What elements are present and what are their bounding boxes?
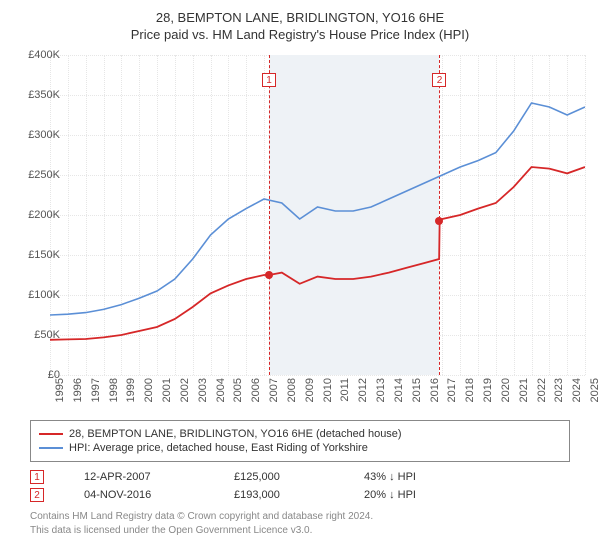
x-tick-label: 2011 [339, 378, 351, 402]
series-price [50, 167, 585, 340]
x-tick-label: 2007 [268, 378, 280, 402]
x-tick-label: 2002 [179, 378, 191, 402]
x-tick-label: 2015 [411, 378, 423, 402]
x-tick-label: 2012 [357, 378, 369, 402]
x-tick-label: 2008 [286, 378, 298, 402]
x-tick-label: 2006 [250, 378, 262, 402]
x-tick-label: 2001 [161, 378, 173, 402]
event-marker-box: 1 [262, 73, 276, 87]
x-tick-label: 1997 [90, 378, 102, 402]
event-price: £125,000 [234, 471, 324, 483]
footer: Contains HM Land Registry data © Crown c… [30, 510, 570, 537]
x-tick-label: 2021 [518, 378, 530, 402]
y-tick-label: £50K [15, 329, 60, 341]
x-tick-label: 2003 [197, 378, 209, 402]
legend-text: HPI: Average price, detached house, East… [69, 442, 368, 454]
legend-swatch [39, 447, 63, 449]
x-tick-label: 2009 [304, 378, 316, 402]
legend-text: 28, BEMPTON LANE, BRIDLINGTON, YO16 6HE … [69, 428, 402, 440]
x-tick-label: 2020 [500, 378, 512, 402]
y-tick-label: £300K [15, 129, 60, 141]
event-delta: 20% ↓ HPI [364, 489, 416, 501]
x-tick-label: 2004 [215, 378, 227, 402]
event-row: 1 12-APR-2007 £125,000 43% ↓ HPI [30, 470, 570, 484]
x-tick-label: 2010 [322, 378, 334, 402]
line-chart-svg [50, 55, 585, 375]
x-tick-label: 2017 [446, 378, 458, 402]
y-tick-label: £250K [15, 169, 60, 181]
event-date: 04-NOV-2016 [84, 489, 194, 501]
x-tick-label: 2024 [571, 378, 583, 402]
footer-line1: Contains HM Land Registry data © Crown c… [30, 510, 570, 524]
x-tick-label: 2013 [375, 378, 387, 402]
plot-area [50, 55, 585, 375]
events-list: 1 12-APR-2007 £125,000 43% ↓ HPI 2 04-NOV-201… [30, 470, 570, 502]
x-tick-label: 2000 [143, 378, 155, 402]
x-tick-label: 2025 [589, 378, 600, 402]
title-subtitle: Price paid vs. HM Land Registry's House … [0, 27, 600, 42]
x-tick-label: 2014 [393, 378, 405, 402]
legend-row: 28, BEMPTON LANE, BRIDLINGTON, YO16 6HE … [39, 428, 561, 440]
legend-row: HPI: Average price, detached house, East… [39, 442, 561, 454]
event-row: 2 04-NOV-2016 £193,000 20% ↓ HPI [30, 488, 570, 502]
x-tick-label: 2023 [553, 378, 565, 402]
gridline-vertical [585, 55, 586, 375]
y-tick-label: £150K [15, 249, 60, 261]
x-tick-label: 2018 [464, 378, 476, 402]
legend: 28, BEMPTON LANE, BRIDLINGTON, YO16 6HE … [30, 420, 570, 462]
x-tick-label: 1996 [72, 378, 84, 402]
legend-swatch [39, 433, 63, 435]
series-hpi [50, 103, 585, 315]
title-block: 28, BEMPTON LANE, BRIDLINGTON, YO16 6HE … [0, 0, 600, 42]
x-tick-label: 2005 [232, 378, 244, 402]
y-tick-label: £200K [15, 209, 60, 221]
event-row-num: 2 [30, 488, 44, 502]
x-tick-label: 1995 [54, 378, 66, 402]
x-tick-label: 2019 [482, 378, 494, 402]
event-dot [265, 271, 273, 279]
title-address: 28, BEMPTON LANE, BRIDLINGTON, YO16 6HE [0, 10, 600, 25]
below-chart: 28, BEMPTON LANE, BRIDLINGTON, YO16 6HE … [30, 420, 570, 537]
y-tick-label: £100K [15, 289, 60, 301]
gridline-horizontal [50, 375, 585, 376]
event-price: £193,000 [234, 489, 324, 501]
event-date: 12-APR-2007 [84, 471, 194, 483]
event-dot [435, 217, 443, 225]
chart-container: 28, BEMPTON LANE, BRIDLINGTON, YO16 6HE … [0, 0, 600, 560]
x-tick-label: 1998 [108, 378, 120, 402]
x-tick-label: 1999 [125, 378, 137, 402]
event-delta: 43% ↓ HPI [364, 471, 416, 483]
x-tick-label: 2022 [536, 378, 548, 402]
y-tick-label: £400K [15, 49, 60, 61]
x-tick-label: 2016 [429, 378, 441, 402]
event-row-num: 1 [30, 470, 44, 484]
footer-line2: This data is licensed under the Open Gov… [30, 524, 570, 538]
event-marker-box: 2 [432, 73, 446, 87]
y-tick-label: £350K [15, 89, 60, 101]
